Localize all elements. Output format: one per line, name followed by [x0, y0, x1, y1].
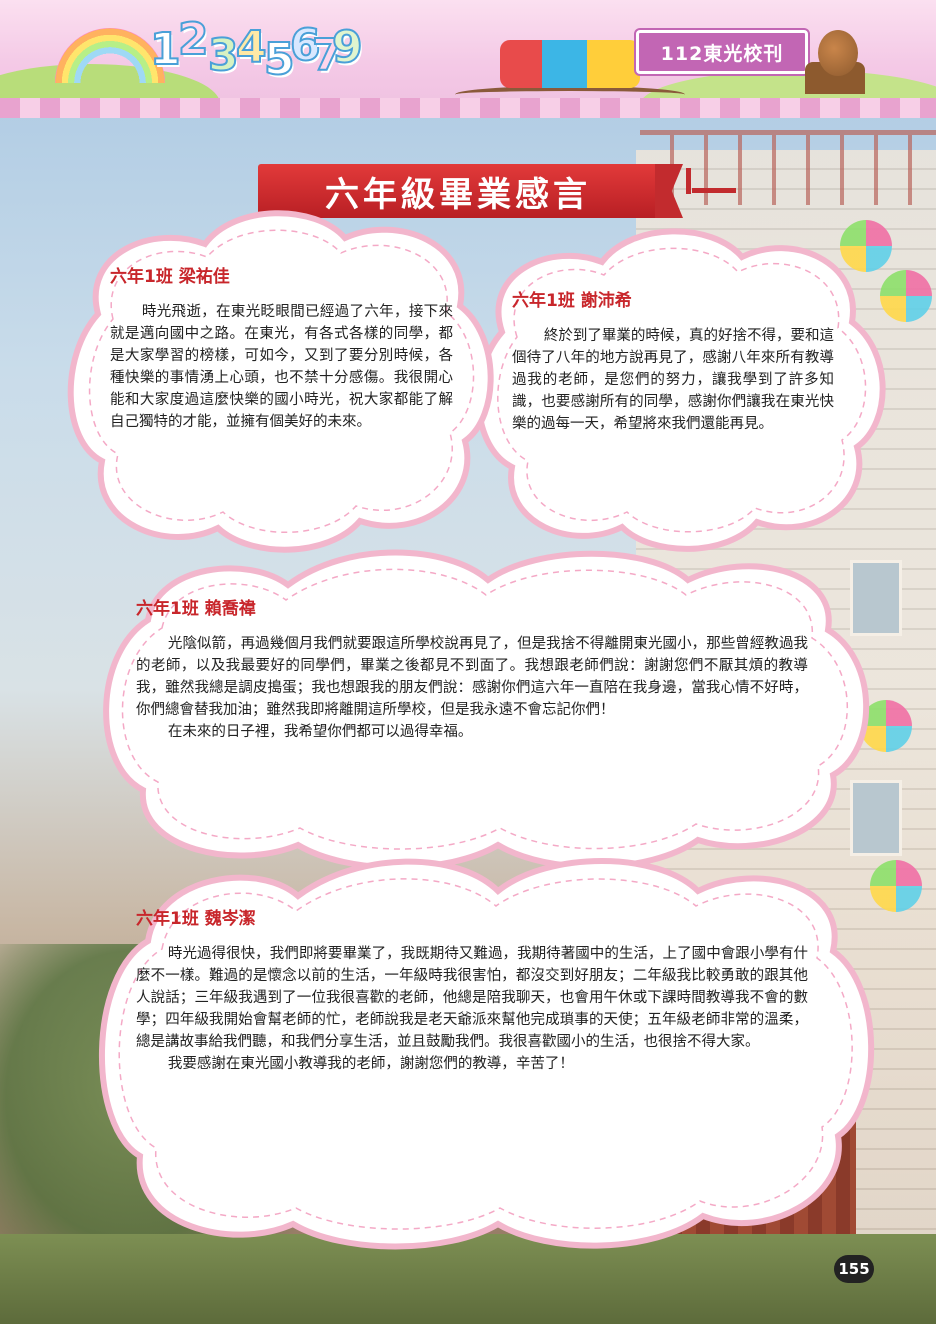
- title-decoration-line: [692, 188, 736, 193]
- header-stripe: [0, 98, 936, 118]
- background-railing: [640, 130, 936, 205]
- train-track: [455, 86, 685, 103]
- header-digit: 2: [177, 13, 210, 66]
- essay-card: 六年1班 魏岑潔 時光過得很快，我們即將要畢業了，我既期待又難過，我期待著國中的…: [88, 846, 878, 1256]
- pinwheel-decoration: [840, 220, 892, 272]
- cloud-shape: [103, 549, 870, 871]
- essay-heading: 六年1班 謝沛希: [512, 291, 632, 311]
- header-digit: 6: [289, 19, 322, 72]
- essay-heading: 六年1班 梁祐佳: [110, 267, 230, 287]
- squirrel-illustration: [818, 30, 858, 76]
- toy-train-illustration: [500, 40, 640, 88]
- essay-paragraph: 在未來的日子裡，我希望你們都可以過得幸福。: [167, 724, 473, 740]
- rainbow-illustration: [55, 28, 165, 83]
- essay-card: 六年1班 謝沛希 終於到了畢業的時候，真的好捨不得，要和這個待了八年的地方說再見…: [462, 212, 902, 562]
- pinwheel-decoration: [880, 270, 932, 322]
- header-digit: 7: [311, 29, 344, 82]
- background-lawn: [0, 1234, 936, 1324]
- background-window: [850, 780, 902, 856]
- header-digit: 9: [331, 21, 364, 74]
- header-digit: 5: [263, 33, 296, 86]
- cloud-shape: [67, 210, 494, 553]
- essay-paragraph: 時光過得很快，我們即將要畢業了，我既期待又難過，我期待著國中的生活，上了國中會跟…: [136, 946, 808, 1050]
- issue-label: 112東光校刊: [636, 30, 808, 74]
- essay-paragraph: 時光飛逝，在東光眨眼間已經過了六年，接下來就是邁向國中之路。在東光，有各式各樣的…: [110, 304, 453, 430]
- header-digit: 4: [235, 21, 268, 74]
- header-digit: 1: [149, 23, 182, 76]
- cloud-shape: [98, 858, 875, 1250]
- page-title: 六年級畢業感言: [258, 164, 658, 218]
- essay-card: 六年1班 賴喬禕 光陰似箭，再過幾個月我們就要跟這所學校說再見了，但是我捨不得離…: [88, 540, 878, 871]
- essay-paragraph: 終於到了畢業的時候，真的好捨不得，要和這個待了八年的地方說再見了，感謝八年來所有…: [512, 328, 834, 432]
- essay-card: 六年1班 梁祐佳 時光飛逝，在東光眨眼間已經過了六年，接下來就是邁向國中之路。在…: [60, 196, 505, 566]
- page-header-banner: 1 2 3 4 5 6 7 9 112東光校刊: [0, 0, 936, 118]
- cloud-shape: [475, 228, 886, 552]
- pinwheel-decoration: [870, 860, 922, 912]
- page-number: 155: [834, 1255, 874, 1283]
- essay-heading: 六年1班 魏岑潔: [136, 909, 256, 929]
- essay-heading: 六年1班 賴喬禕: [136, 599, 256, 619]
- title-decoration-line: [686, 168, 691, 194]
- background-window: [850, 560, 902, 636]
- header-digit: 3: [207, 29, 240, 82]
- essay-paragraph: 我要感謝在東光國小教導我的老師，謝謝您們的教導，辛苦了！: [167, 1056, 574, 1072]
- essay-paragraph: 光陰似箭，再過幾個月我們就要跟這所學校說再見了，但是我捨不得離開東光國小，那些曾…: [136, 636, 808, 718]
- page-title-text: 六年級畢業感言: [325, 174, 591, 215]
